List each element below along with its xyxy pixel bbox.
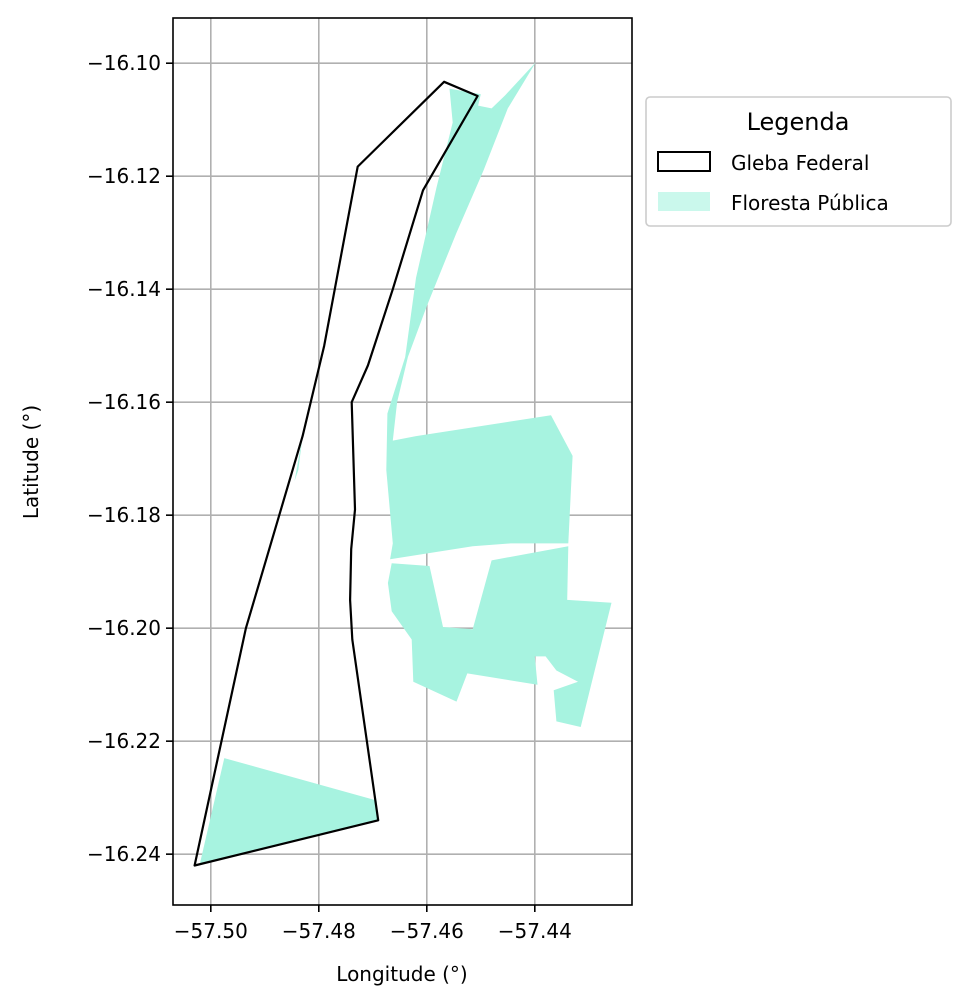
legend-label-gleba-federal: Gleba Federal <box>731 151 869 175</box>
gleba-federal-layer <box>193 80 479 867</box>
floresta-publica-polygon <box>294 436 303 482</box>
plot-frame <box>172 17 633 906</box>
x-tick-label: −57.50 <box>174 919 248 943</box>
x-tick-label: −57.48 <box>282 919 356 943</box>
y-tick-label: −16.22 <box>87 729 161 753</box>
y-tick-label: −16.16 <box>87 390 161 414</box>
y-tick-label: −16.20 <box>87 616 161 640</box>
x-axis-ticks: −57.50 −57.48 −57.46 −57.44 <box>174 905 572 943</box>
gleba-federal-boundary <box>193 80 479 867</box>
legend-label-floresta-publica: Floresta Pública <box>731 191 889 215</box>
y-tick-label: −16.14 <box>87 277 161 301</box>
legend-swatch-gleba-federal <box>657 151 711 172</box>
y-axis-title: Latitude (°) <box>19 405 43 519</box>
x-tick-label: −57.44 <box>498 919 572 943</box>
floresta-publica-polygon <box>387 546 612 727</box>
x-axis-title: Longitude (°) <box>336 962 467 986</box>
x-tick-label: −57.46 <box>390 919 464 943</box>
floresta-publica-polygon <box>386 62 573 560</box>
legend-swatch-floresta-publica <box>658 192 710 211</box>
y-tick-label: −16.18 <box>87 503 161 527</box>
legend-frame <box>645 96 952 227</box>
floresta-publica-layer <box>200 62 612 864</box>
legend: Legenda Gleba Federal Floresta Pública <box>645 96 952 227</box>
y-tick-label: −16.24 <box>87 842 161 866</box>
y-tick-label: −16.12 <box>87 164 161 188</box>
y-tick-label: −16.10 <box>87 51 161 75</box>
y-axis-ticks: −16.10 −16.12 −16.14 −16.16 −16.18 −16.20 −16.… <box>87 51 173 866</box>
floresta-publica-polygon <box>200 758 379 864</box>
legend-title: Legenda <box>747 108 850 136</box>
